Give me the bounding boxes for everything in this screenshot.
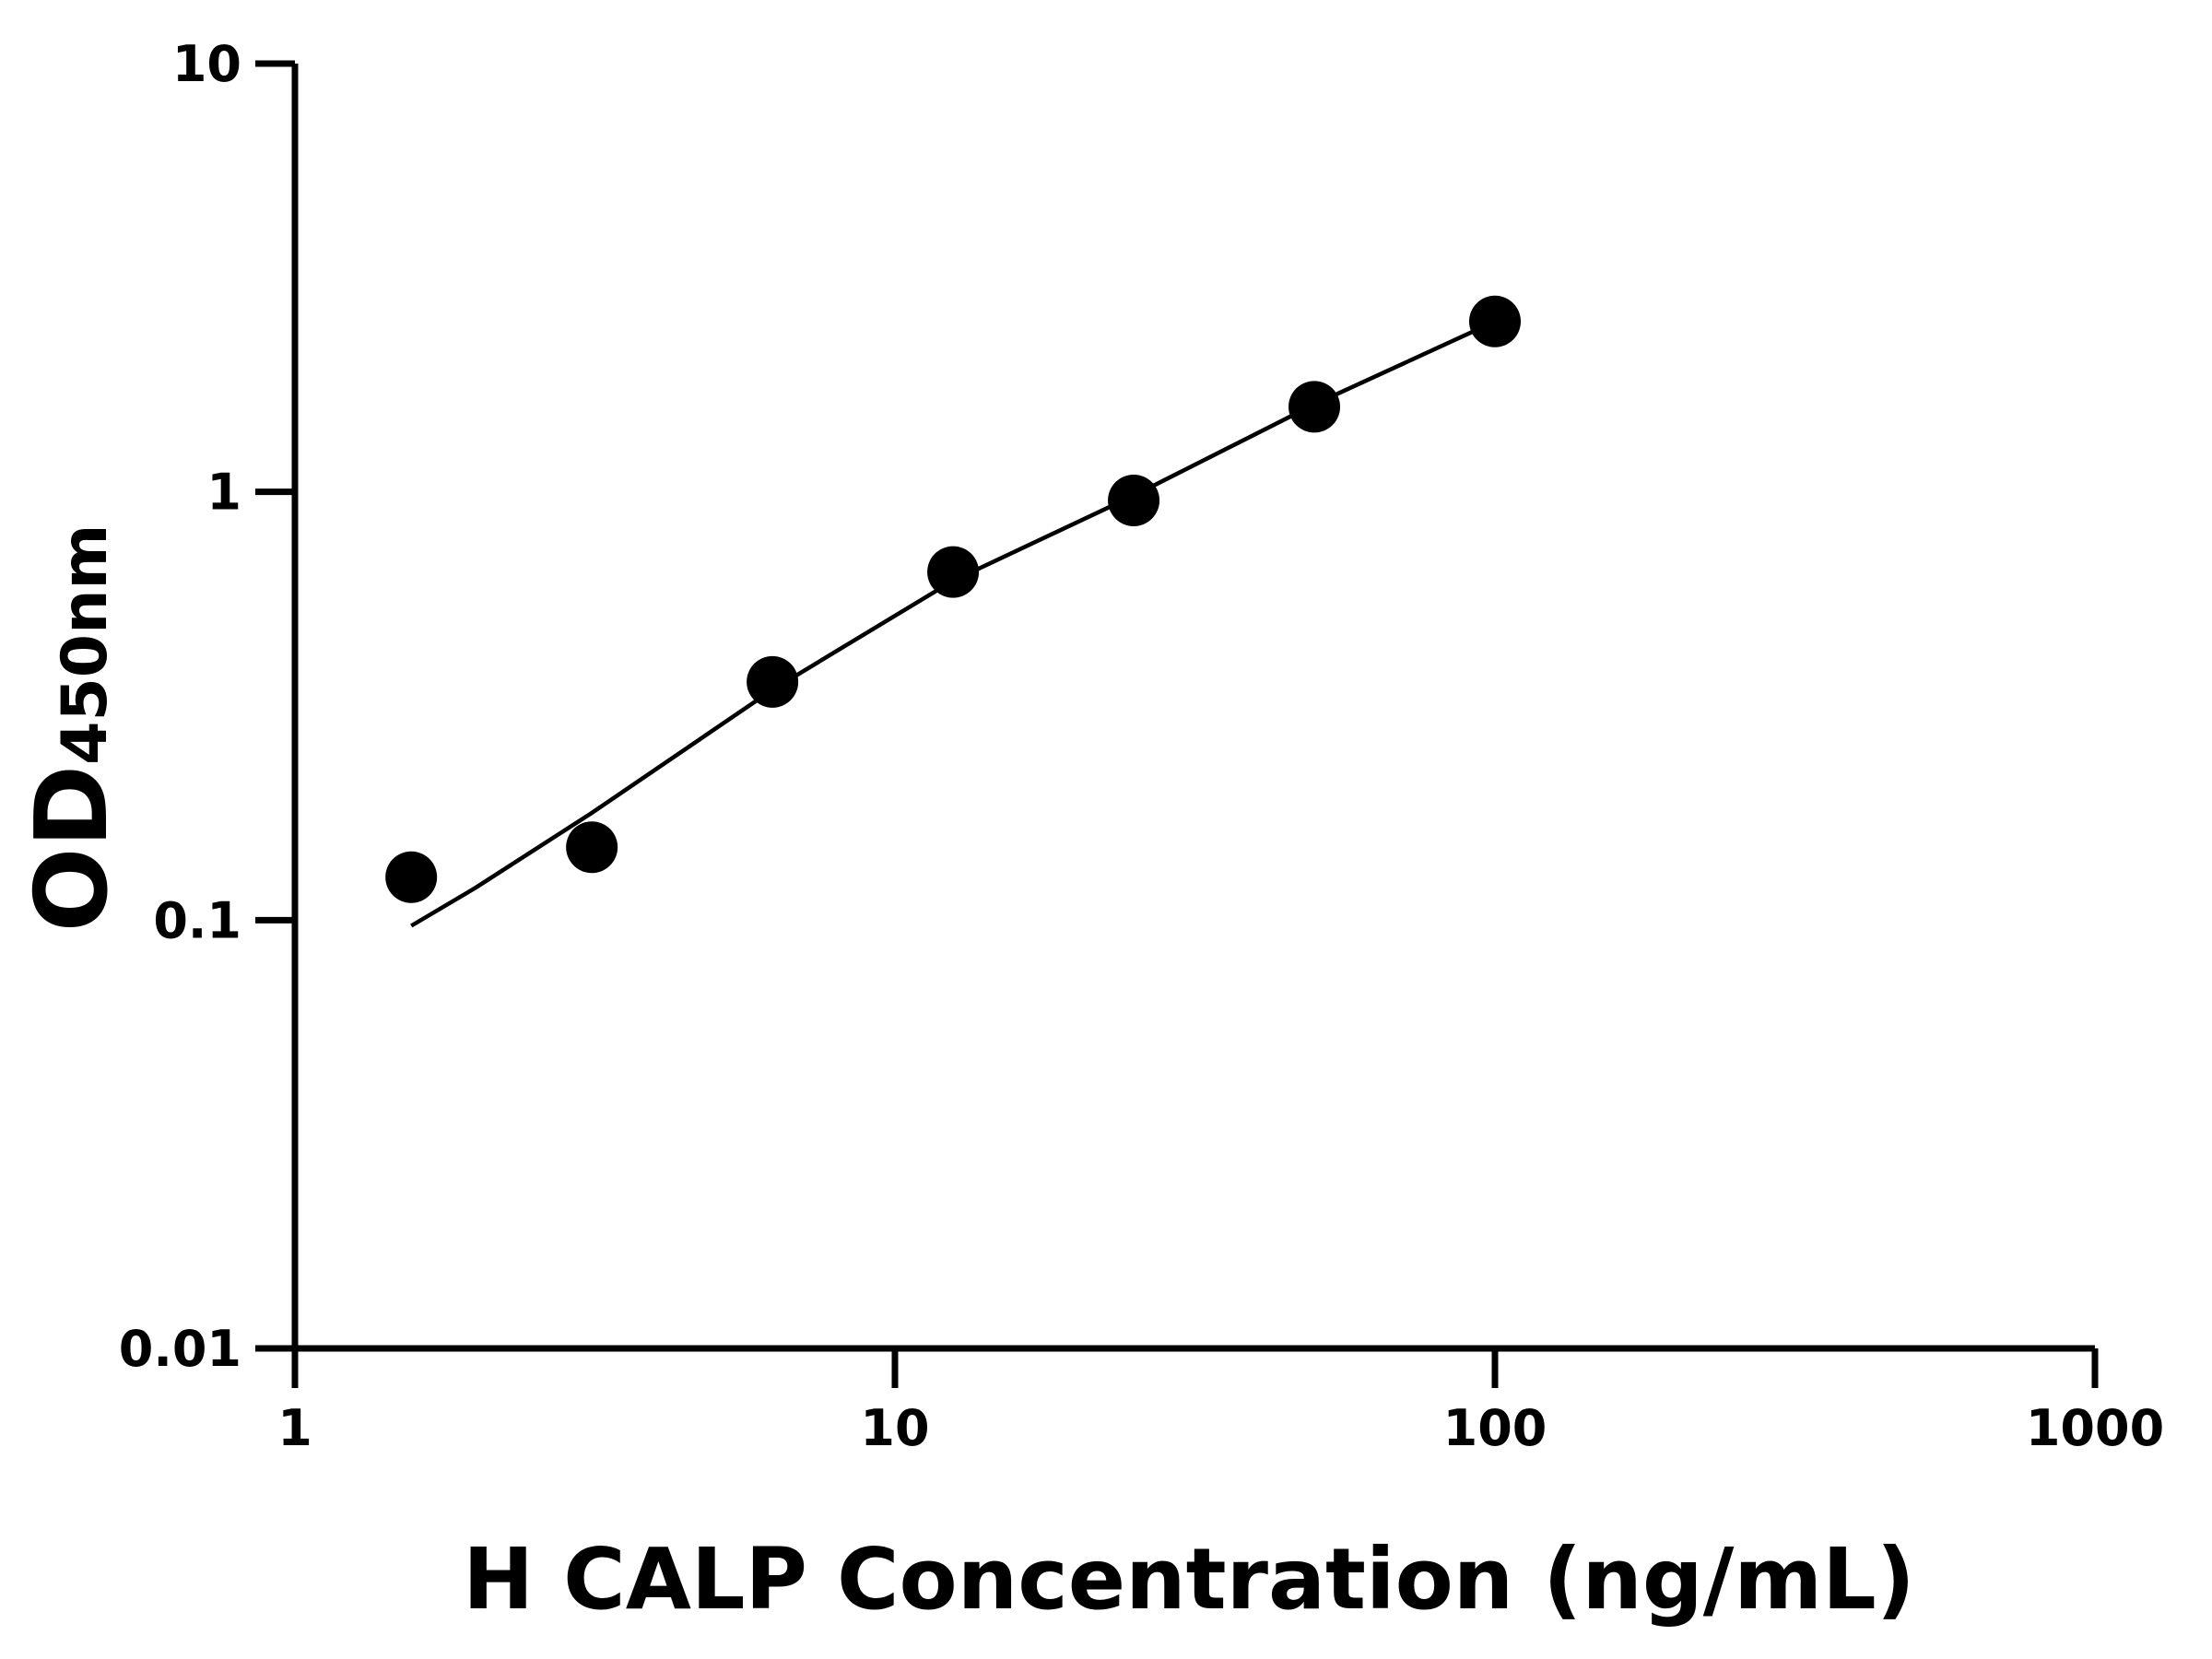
x-tick-label: 1000 bbox=[2026, 1399, 2164, 1457]
data-point bbox=[1469, 295, 1521, 347]
x-tick-label: 1 bbox=[277, 1399, 312, 1457]
data-point bbox=[566, 821, 618, 874]
y-axis-title-main: OD bbox=[15, 765, 130, 932]
axes bbox=[291, 64, 2095, 1352]
x-tick-label: 100 bbox=[1443, 1399, 1547, 1457]
data-point bbox=[385, 851, 438, 903]
y-tick-label: 10 bbox=[172, 35, 241, 93]
data-point bbox=[747, 655, 799, 708]
y-tick-label: 1 bbox=[206, 464, 241, 522]
data-point bbox=[927, 546, 980, 598]
fit-curve bbox=[410, 319, 1496, 928]
y-tick-label: 0.01 bbox=[119, 1320, 241, 1378]
y-axis-title-sub: 450nm bbox=[49, 524, 122, 765]
x-axis-title: H CALP Concentration (ng/mL) bbox=[463, 1530, 1915, 1629]
data-points bbox=[385, 295, 1521, 903]
y-tick-label: 0.1 bbox=[153, 891, 241, 949]
fit-curve-group bbox=[410, 319, 1496, 928]
x-tick-label: 10 bbox=[860, 1399, 929, 1457]
ticks: 0.01 0.1 1 10 1 10 100 1000 bbox=[119, 35, 2164, 1457]
y-axis-title: OD450nm bbox=[15, 524, 130, 933]
data-point bbox=[1108, 474, 1160, 526]
data-point bbox=[1288, 381, 1341, 433]
